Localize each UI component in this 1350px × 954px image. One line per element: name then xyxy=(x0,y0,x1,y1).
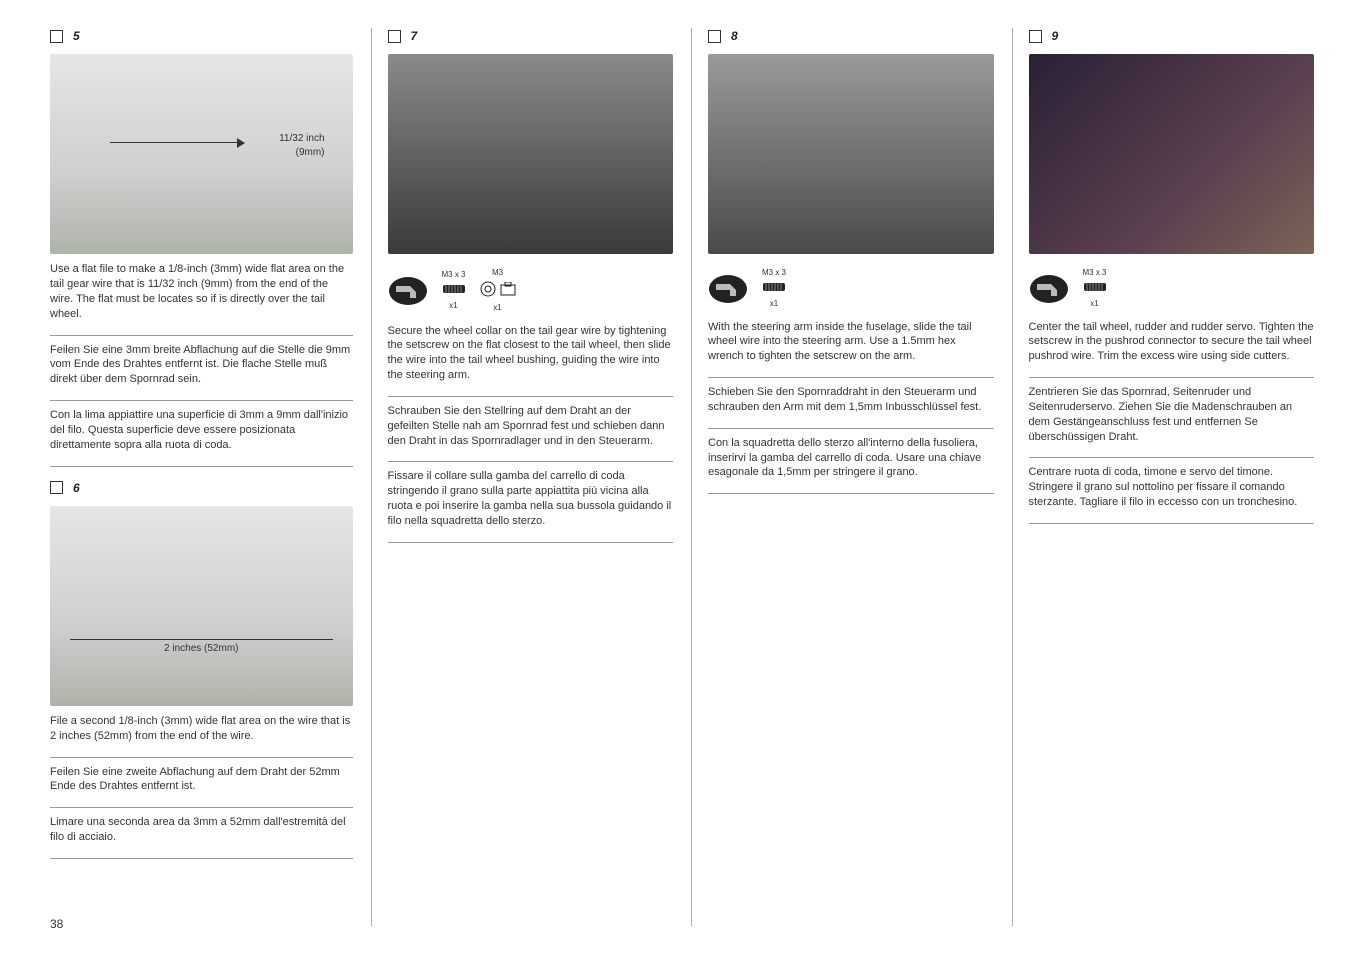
page-grid: 5 11/32 inch (9mm) Use a flat file to ma… xyxy=(0,0,1350,954)
step-text-en: Use a flat file to make a 1/8-inch (3mm)… xyxy=(50,262,353,321)
step-text-de: Schieben Sie den Spornraddraht in den St… xyxy=(708,385,994,415)
divider xyxy=(1029,377,1315,378)
step-header-7: 7 xyxy=(388,28,674,44)
part-label: M3 x 3 xyxy=(442,270,466,281)
hex-wrench-icon xyxy=(1029,274,1069,304)
setscrew-icon xyxy=(1084,281,1106,297)
step-8-photo xyxy=(708,54,994,254)
divider xyxy=(388,396,674,397)
part-setscrew: M3 x 3 x1 xyxy=(762,268,786,309)
step-text-en: With the steering arm inside the fuselag… xyxy=(708,320,994,365)
divider xyxy=(50,335,353,336)
divider xyxy=(50,466,353,467)
step-text-de: Feilen Sie eine zweite Abflachung auf de… xyxy=(50,765,353,795)
step-text-en: Center the tail wheel, rudder and rudder… xyxy=(1029,320,1315,365)
step-9-photo xyxy=(1029,54,1315,254)
parts-row: M3 x 3 x1 M3 x1 xyxy=(388,268,674,313)
part-label: M3 x 3 xyxy=(1083,268,1107,279)
part-setscrew: M3 x 3 x1 xyxy=(442,270,466,311)
hex-wrench-icon xyxy=(388,276,428,306)
column-1: 5 11/32 inch (9mm) Use a flat file to ma… xyxy=(50,28,353,926)
divider xyxy=(1029,523,1315,524)
step-text-en: Secure the wheel collar on the tail gear… xyxy=(388,324,674,383)
step-text-it: Limare una seconda area da 3mm a 52mm da… xyxy=(50,815,353,845)
step-header-8: 8 xyxy=(708,28,994,44)
parts-row: M3 x 3 x1 xyxy=(1029,268,1315,309)
divider xyxy=(388,542,674,543)
checkbox-icon xyxy=(1029,30,1042,43)
photo-dimension-label-2: (9mm) xyxy=(296,146,325,160)
column-4: 9 M3 x 3 x1 Center the tail wheel, rudde… xyxy=(1012,28,1315,926)
step-text-de: Feilen Sie eine 3mm breite Abflachung au… xyxy=(50,343,353,388)
checkbox-icon xyxy=(50,30,63,43)
divider xyxy=(708,493,994,494)
setscrew-icon xyxy=(763,281,785,297)
washer-icon xyxy=(480,281,496,301)
divider xyxy=(50,400,353,401)
hex-wrench-icon xyxy=(708,274,748,304)
collar-icon xyxy=(500,282,516,300)
photo-dimension-label: 11/32 inch xyxy=(279,132,324,146)
divider xyxy=(388,461,674,462)
part-qty: x1 xyxy=(1090,299,1098,310)
step-text-it: Con la squadretta dello sterzo all'inter… xyxy=(708,436,994,481)
step-text-it: Fissare il collare sulla gamba del carre… xyxy=(388,469,674,528)
step-number: 7 xyxy=(411,28,418,44)
part-qty: x1 xyxy=(449,301,457,312)
step-text-it: Con la lima appiattire una superficie di… xyxy=(50,408,353,453)
divider xyxy=(708,377,994,378)
column-3: 8 M3 x 3 x1 With the steering arm inside… xyxy=(691,28,994,926)
divider xyxy=(50,757,353,758)
part-setscrew: M3 x 3 x1 xyxy=(1083,268,1107,309)
step-text-de: Schrauben Sie den Stellring auf dem Drah… xyxy=(388,404,674,449)
page-number: 38 xyxy=(50,916,63,932)
setscrew-icon xyxy=(443,283,465,299)
step-number: 6 xyxy=(73,480,80,496)
column-2: 7 M3 x 3 x1 M3 xyxy=(371,28,674,926)
checkbox-icon xyxy=(388,30,401,43)
part-qty: x1 xyxy=(493,303,501,314)
divider xyxy=(708,428,994,429)
checkbox-icon xyxy=(708,30,721,43)
part-label: M3 xyxy=(492,268,503,279)
checkbox-icon xyxy=(50,481,63,494)
divider xyxy=(50,807,353,808)
parts-row: M3 x 3 x1 xyxy=(708,268,994,309)
step-text-en: File a second 1/8-inch (3mm) wide flat a… xyxy=(50,714,353,744)
step-7-photo xyxy=(388,54,674,254)
step-number: 8 xyxy=(731,28,738,44)
part-label: M3 x 3 xyxy=(762,268,786,279)
step-number: 5 xyxy=(73,28,80,44)
step-number: 9 xyxy=(1052,28,1059,44)
step-text-it: Centrare ruota di coda, timone e servo d… xyxy=(1029,465,1315,510)
step-6-photo: 2 inches (52mm) xyxy=(50,506,353,706)
step-header-9: 9 xyxy=(1029,28,1315,44)
part-washer-collar: M3 x1 xyxy=(480,268,516,313)
step-header-6: 6 xyxy=(50,480,353,496)
part-qty: x1 xyxy=(770,299,778,310)
step-5-photo: 11/32 inch (9mm) xyxy=(50,54,353,254)
photo-dimension-label: 2 inches (52mm) xyxy=(164,642,238,656)
divider xyxy=(50,858,353,859)
divider xyxy=(1029,457,1315,458)
step-header-5: 5 xyxy=(50,28,353,44)
step-text-de: Zentrieren Sie das Spornrad, Seitenruder… xyxy=(1029,385,1315,444)
